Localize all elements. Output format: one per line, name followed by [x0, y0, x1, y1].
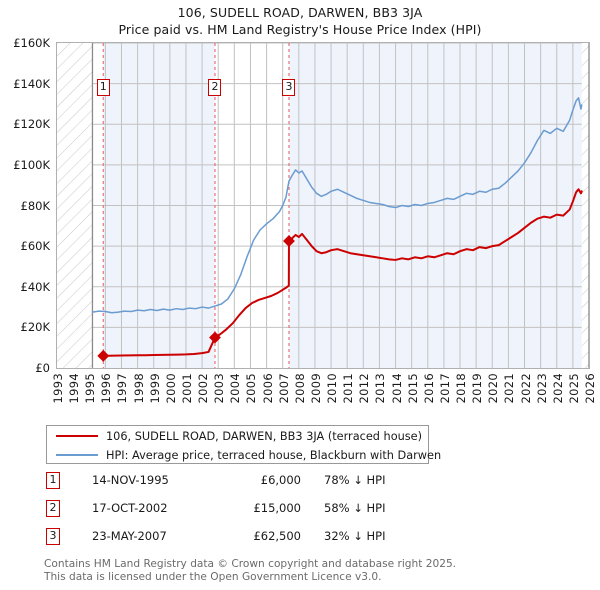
x-axis-tick: 2003 [212, 373, 227, 404]
title-block: 106, SUDELL ROAD, DARWEN, BB3 3JA Price … [0, 4, 600, 38]
footer-attribution: Contains HM Land Registry data © Crown c… [44, 558, 564, 583]
sale-index-badge: 3 [46, 528, 60, 545]
sale-date: 17-OCT-2002 [92, 501, 168, 515]
footer-line-licence: This data is licensed under the Open Gov… [44, 570, 382, 583]
y-axis-tick: £140K [13, 76, 50, 91]
y-axis-tick: £80K [20, 198, 51, 213]
x-axis-tick: 2022 [518, 373, 533, 404]
legend-label-hpi: HPI: Average price, terraced house, Blac… [106, 448, 442, 462]
y-axis-tick: £40K [20, 279, 51, 294]
y-axis-tick: £100K [13, 157, 50, 172]
legend-swatch-hpi [56, 454, 98, 456]
x-axis-tick: 2013 [373, 373, 388, 404]
x-axis-tick: 2001 [179, 373, 194, 404]
x-axis-tick: 2011 [341, 373, 356, 404]
sale-index-badge: 2 [46, 500, 60, 517]
x-axis-tick: 2010 [325, 373, 340, 404]
x-axis-tick: 1996 [99, 373, 114, 404]
legend-item-price-paid: 106, SUDELL ROAD, DARWEN, BB3 3JA (terra… [47, 427, 428, 445]
chart-callout-1: 1 [96, 79, 110, 96]
table-row: 2 17-OCT-2002 £15,000 58% ↓ HPI [46, 500, 446, 528]
legend-label-price-paid: 106, SUDELL ROAD, DARWEN, BB3 3JA (terra… [106, 429, 423, 443]
sale-date: 14-NOV-1995 [92, 473, 169, 487]
x-axis-tick: 1997 [115, 373, 130, 404]
x-axis-tick: 2008 [292, 373, 307, 404]
sale-hpi-delta: 78% ↓ HPI [324, 473, 386, 487]
sale-date: 23-MAY-2007 [92, 529, 167, 543]
x-axis-tick: 2000 [163, 373, 178, 404]
x-axis-tick: 2017 [437, 373, 452, 404]
legend-swatch-price-paid [56, 435, 98, 437]
table-row: 1 14-NOV-1995 £6,000 78% ↓ HPI [46, 472, 446, 500]
y-axis-tick: £0 [35, 361, 50, 375]
legend-item-hpi: HPI: Average price, terraced house, Blac… [47, 446, 441, 464]
x-axis-tick: 2007 [276, 373, 291, 404]
y-axis-tick: £160K [13, 36, 50, 50]
x-axis-tick: 2014 [389, 373, 404, 404]
x-axis-tick: 2020 [486, 373, 501, 404]
x-axis-tick: 2012 [357, 373, 372, 404]
sale-hpi-delta: 58% ↓ HPI [324, 501, 386, 515]
x-axis-tick: 2019 [470, 373, 485, 404]
chart-legend: 106, SUDELL ROAD, DARWEN, BB3 3JA (terra… [46, 425, 441, 464]
sale-hpi-delta: 32% ↓ HPI [324, 529, 386, 543]
x-axis-tick: 2021 [502, 373, 517, 404]
x-axis-tick: 2023 [534, 373, 549, 404]
chart-callout-3: 3 [282, 79, 296, 96]
chart-canvas [57, 43, 589, 368]
chart-plot-area: 1 2 3 [56, 42, 590, 369]
x-axis-tick: 2006 [260, 373, 275, 404]
x-axis-tick: 1999 [147, 373, 162, 404]
sale-price: £6,000 [260, 473, 301, 487]
x-axis-tick: 1994 [67, 373, 82, 404]
x-axis-tick: 2004 [228, 373, 243, 404]
chart-callout-2: 2 [208, 79, 222, 96]
y-axis-tick: £60K [20, 239, 51, 254]
x-axis-tick: 1998 [131, 373, 146, 404]
x-axis-tick: 1993 [51, 373, 65, 404]
x-axis-tick: 2025 [566, 373, 581, 404]
sale-price: £62,500 [253, 529, 301, 543]
page-subtitle: Price paid vs. HM Land Registry's House … [118, 22, 482, 37]
x-axis-tick: 2026 [583, 373, 597, 404]
x-axis-tick: 2002 [196, 373, 211, 404]
sale-price: £15,000 [253, 501, 301, 515]
x-axis-tick: 2009 [308, 373, 323, 404]
sale-index-badge: 1 [46, 472, 60, 489]
x-axis-tick: 2016 [421, 373, 436, 404]
table-row: 3 23-MAY-2007 £62,500 32% ↓ HPI [46, 528, 446, 556]
x-axis-tick: 2015 [405, 373, 420, 404]
y-axis-tick: £120K [13, 117, 50, 132]
footer-line-copyright: Contains HM Land Registry data © Crown c… [44, 558, 457, 570]
sales-table: 1 14-NOV-1995 £6,000 78% ↓ HPI 2 17-OCT-… [46, 472, 446, 556]
page-title: 106, SUDELL ROAD, DARWEN, BB3 3JA [177, 5, 423, 20]
x-axis-tick: 2024 [550, 373, 565, 404]
y-axis-tick: £20K [20, 320, 51, 335]
x-axis-tick: 2018 [454, 373, 469, 404]
x-axis-tick: 2005 [244, 373, 259, 404]
x-axis-tick: 1995 [83, 373, 98, 404]
